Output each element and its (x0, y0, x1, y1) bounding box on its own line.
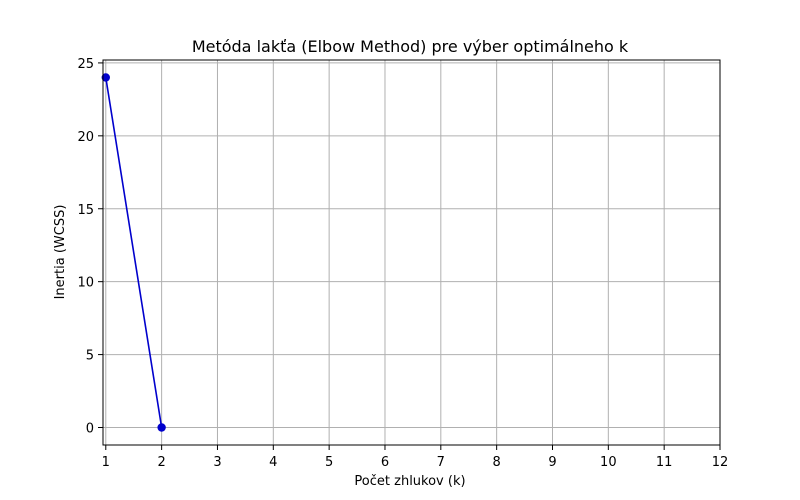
x-tick-label: 1 (102, 455, 110, 470)
data-point (157, 423, 166, 432)
x-tick-label: 9 (548, 455, 556, 470)
plot-frame (102, 59, 721, 446)
x-tick-label: 5 (325, 455, 333, 470)
x-tick-label: 7 (437, 455, 445, 470)
x-tick-label: 8 (493, 455, 501, 470)
y-tick-label: 15 (77, 203, 94, 218)
x-tick-label: 12 (712, 455, 729, 470)
y-axis-label: Inertia (WCSS) (53, 205, 68, 300)
x-tick-label: 3 (213, 455, 221, 470)
chart-title: Metóda lakťa (Elbow Method) pre výber op… (192, 37, 629, 56)
y-tick-label: 5 (86, 349, 94, 364)
y-tick-label: 0 (86, 422, 94, 437)
y-tick-label: 25 (77, 57, 94, 72)
x-tick-label: 11 (656, 455, 673, 470)
series-line (105, 77, 163, 428)
x-tick-label: 4 (269, 455, 277, 470)
data-point (101, 73, 110, 82)
x-tick-label: 2 (157, 455, 165, 470)
y-tick-label: 20 (77, 130, 94, 145)
x-tick-label: 10 (600, 455, 617, 470)
x-tick-label: 6 (381, 455, 389, 470)
series-layer (101, 73, 166, 432)
x-axis-label: Počet zhlukov (k) (354, 474, 465, 489)
y-tick-label: 10 (77, 276, 94, 291)
